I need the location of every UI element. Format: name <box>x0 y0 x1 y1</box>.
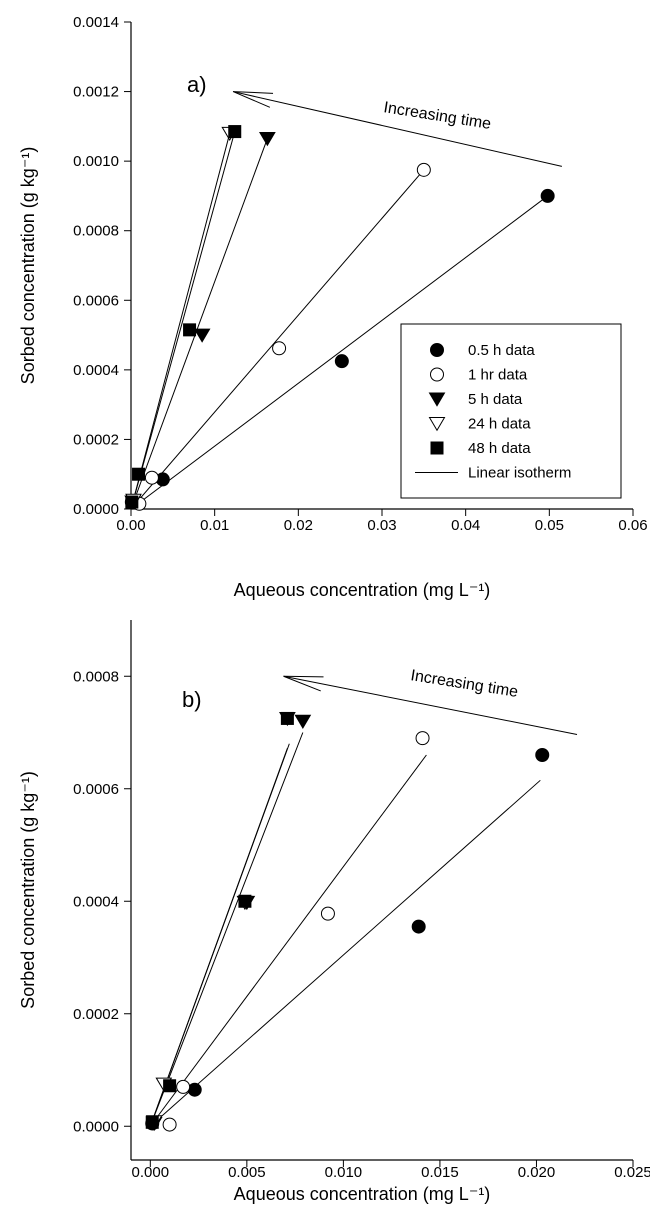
linear-isotherm-line <box>149 748 288 1127</box>
chart-panel-a: 0.00 0.01 0.02 0.03 0.04 0.05 0.06 0.0000 0.0002… <box>18 14 648 600</box>
legend-label: 0.5 h data <box>468 342 535 359</box>
x-tick-label: 0.05 <box>535 517 564 534</box>
legend-label: Linear isotherm <box>468 465 571 482</box>
linear-isotherm-line <box>130 169 425 510</box>
x-tick-label: 0.005 <box>228 1164 266 1181</box>
data-point <box>125 495 139 509</box>
data-point <box>193 328 211 343</box>
arrow-head <box>283 675 324 692</box>
linear-isotherm-line <box>130 133 231 510</box>
x-axis-title: Aqueous concentration (mg L⁻¹) <box>234 580 491 600</box>
x-tick-label: 0.03 <box>367 517 396 534</box>
linear-isotherm-line <box>149 779 541 1127</box>
legend-box <box>400 323 622 499</box>
data-point <box>259 132 276 147</box>
x-axis-title: Aqueous concentration (mg L⁻¹) <box>234 1184 491 1204</box>
data-point <box>162 1117 177 1132</box>
data-point <box>411 919 426 934</box>
y-tick-label: 0.0000 <box>73 1118 119 1135</box>
y-tick-label: 0.0012 <box>73 84 119 101</box>
y-tick-label: 0.0002 <box>73 431 119 448</box>
x-tick-label: 0.04 <box>451 517 480 534</box>
data-point <box>320 906 335 921</box>
linear-isotherm-line <box>149 754 427 1127</box>
x-tick-label: 0.025 <box>614 1164 650 1181</box>
y-tick-label: 0.0000 <box>73 501 119 518</box>
increasing-time-arrow <box>232 91 562 167</box>
data-point <box>535 748 550 762</box>
x-tick-label: 0.015 <box>421 1164 459 1181</box>
data-point <box>540 188 555 203</box>
data-point <box>280 711 294 725</box>
linear-isotherm-line <box>149 732 304 1127</box>
data-point <box>144 470 159 485</box>
legend-marker <box>428 392 446 407</box>
data-point <box>183 323 197 337</box>
data-point <box>415 731 430 746</box>
annotation-increasing-time: Increasing time <box>409 667 519 701</box>
legend-label: 24 h data <box>468 416 531 433</box>
x-tick-label: 0.010 <box>325 1164 363 1181</box>
data-point <box>238 894 252 908</box>
y-tick-label: 0.0008 <box>73 223 119 240</box>
data-point <box>416 162 431 177</box>
data-point <box>187 1082 202 1097</box>
data-point <box>145 1115 159 1129</box>
x-tick-label: 0.01 <box>200 517 229 534</box>
panel-label: a) <box>187 72 207 97</box>
y-tick-label: 0.0004 <box>73 893 119 910</box>
y-tick-label: 0.0006 <box>73 292 119 309</box>
data-point <box>176 1079 191 1094</box>
x-tick-label: 0.020 <box>518 1164 556 1181</box>
linear-isotherm-line <box>130 195 548 510</box>
x-tick-label: 0.00 <box>116 517 145 534</box>
legend-label: 1 hr data <box>468 367 528 384</box>
y-axis-title: Sorbed concentration (g kg⁻¹) <box>18 147 38 385</box>
legend-marker <box>430 367 444 382</box>
y-axis-title: Sorbed concentration (g kg⁻¹) <box>18 771 38 1009</box>
legend-marker <box>430 343 444 357</box>
legend-label: 48 h data <box>468 440 531 457</box>
linear-isotherm-line <box>130 131 236 510</box>
legend-marker <box>430 441 444 455</box>
annotation-increasing-time: Increasing time <box>382 99 492 133</box>
data-point <box>228 125 242 139</box>
data-point <box>272 341 287 356</box>
legend-marker <box>428 417 446 432</box>
data-point <box>294 714 312 729</box>
y-tick-label: 0.0014 <box>73 14 119 31</box>
data-point <box>163 1079 177 1093</box>
panel-label: b) <box>182 687 202 712</box>
y-tick-label: 0.0008 <box>73 668 119 685</box>
y-tick-label: 0.0006 <box>73 781 119 798</box>
arrow-head <box>232 91 274 108</box>
legend-label: 5 h data <box>468 391 523 408</box>
chart-panel-b: 0.000 0.005 0.010 0.015 0.020 0.025 0.0000 0.00… <box>18 620 650 1204</box>
linear-isotherm-line <box>130 138 268 510</box>
x-tick-label: 0.000 <box>132 1164 170 1181</box>
x-tick-label: 0.06 <box>618 517 647 534</box>
x-tick-label: 0.02 <box>284 517 313 534</box>
data-point <box>334 354 349 369</box>
increasing-time-arrow <box>283 675 578 735</box>
y-tick-label: 0.0002 <box>73 1006 119 1023</box>
y-tick-label: 0.0010 <box>73 153 119 170</box>
legend: 0.5 h data 1 hr data 5 h data 24 h data 48 h… <box>400 323 622 499</box>
data-point <box>132 467 146 481</box>
y-tick-label: 0.0004 <box>73 362 119 379</box>
